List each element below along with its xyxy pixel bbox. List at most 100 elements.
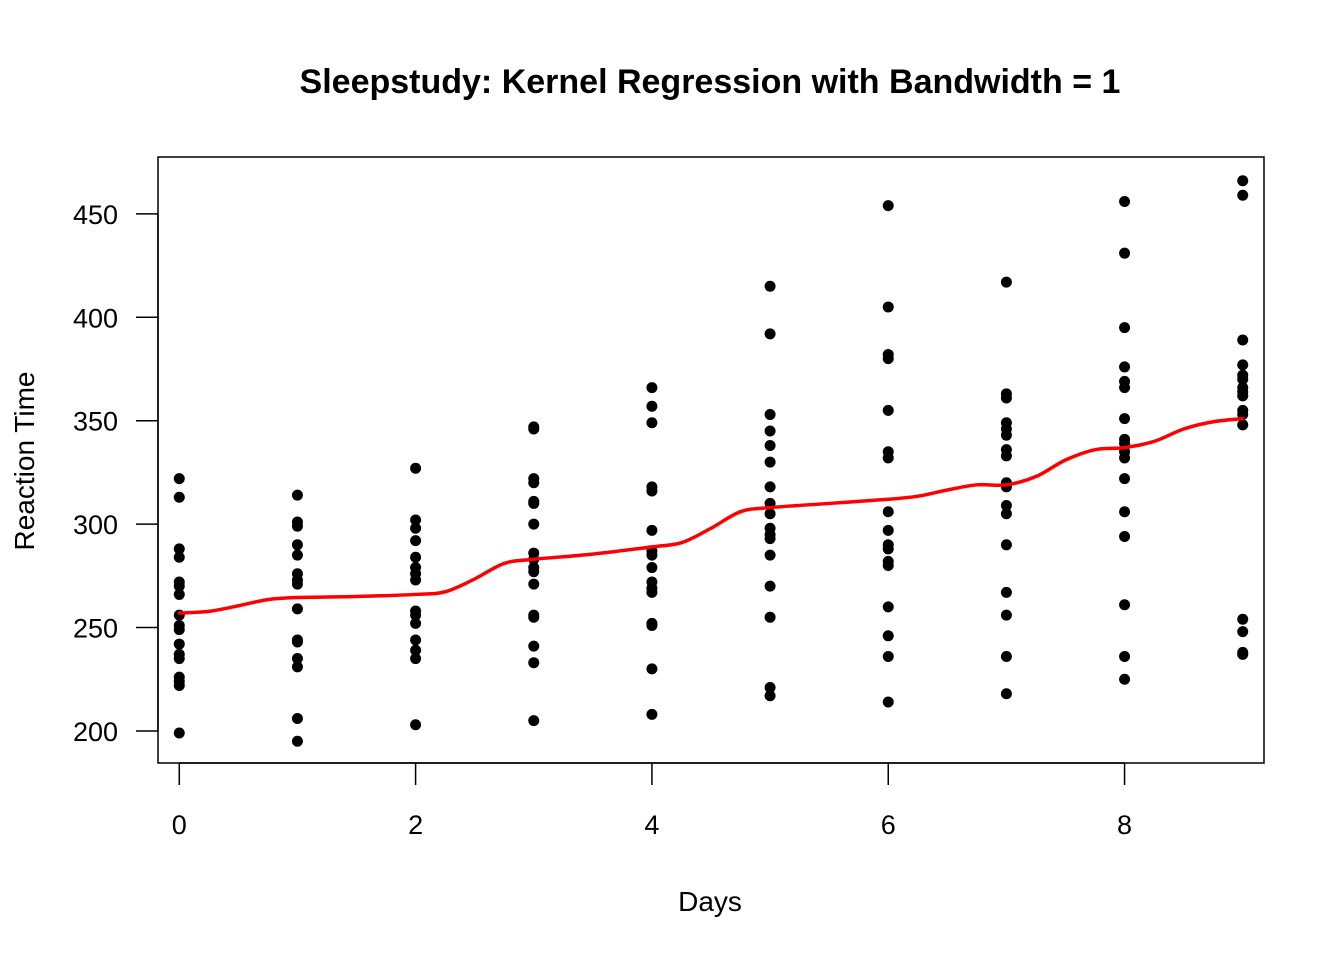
x-tick-label: 4	[644, 810, 659, 840]
data-point	[882, 506, 894, 518]
data-point	[410, 609, 422, 621]
data-point	[764, 533, 776, 545]
data-point	[882, 452, 894, 464]
data-point	[1237, 189, 1249, 201]
data-point	[528, 578, 540, 590]
data-point	[410, 551, 422, 563]
data-point	[410, 462, 422, 474]
data-point	[528, 423, 540, 435]
data-point	[1119, 247, 1131, 259]
data-point	[1237, 373, 1249, 385]
data-point	[1119, 322, 1131, 334]
y-tick-label: 450	[73, 200, 118, 230]
data-point	[882, 200, 894, 212]
data-point	[1237, 419, 1249, 431]
data-point	[882, 404, 894, 416]
data-point	[291, 520, 303, 532]
data-point	[410, 644, 422, 656]
data-point	[764, 682, 776, 694]
data-point	[764, 481, 776, 493]
data-point	[1119, 382, 1131, 394]
data-point	[291, 539, 303, 551]
data-point	[1000, 609, 1012, 621]
data-point	[173, 727, 185, 739]
data-point	[410, 617, 422, 629]
x-tick-label: 2	[408, 810, 423, 840]
data-point	[1000, 539, 1012, 551]
data-point	[646, 549, 658, 561]
data-point	[291, 603, 303, 615]
data-point	[291, 578, 303, 590]
data-point	[882, 650, 894, 662]
data-point	[528, 640, 540, 652]
y-tick-label: 400	[73, 303, 118, 333]
data-point	[291, 636, 303, 648]
data-point	[528, 611, 540, 623]
data-point	[646, 663, 658, 675]
data-point	[764, 425, 776, 437]
data-point	[173, 624, 185, 636]
data-point	[1119, 473, 1131, 485]
data-point	[1237, 390, 1249, 402]
data-point	[1000, 688, 1012, 700]
x-tick-label: 6	[881, 810, 896, 840]
data-point	[1000, 392, 1012, 404]
data-point	[173, 638, 185, 650]
data-point	[764, 456, 776, 468]
data-point	[1237, 648, 1249, 660]
data-point	[410, 574, 422, 586]
data-point	[882, 353, 894, 365]
data-point	[291, 735, 303, 747]
data-point	[1237, 626, 1249, 638]
data-point	[528, 518, 540, 530]
data-point	[410, 514, 422, 526]
data-point	[173, 679, 185, 691]
data-point	[882, 601, 894, 613]
x-tick-label: 8	[1117, 810, 1132, 840]
data-point	[646, 400, 658, 412]
data-point	[1119, 361, 1131, 373]
data-point	[528, 657, 540, 669]
data-point	[1000, 650, 1012, 662]
data-point	[528, 497, 540, 509]
data-point	[1237, 334, 1249, 346]
data-point	[764, 549, 776, 561]
data-point	[410, 522, 422, 534]
data-point	[1119, 650, 1131, 662]
data-point	[882, 524, 894, 536]
y-tick-label: 350	[73, 407, 118, 437]
data-point	[646, 708, 658, 720]
data-point	[173, 551, 185, 563]
data-point	[1000, 429, 1012, 441]
data-point	[764, 508, 776, 520]
data-point	[1000, 508, 1012, 520]
data-point	[291, 653, 303, 665]
data-point	[646, 619, 658, 631]
y-axis: 200 250 300 350 400 450	[73, 200, 159, 747]
data-point	[291, 661, 303, 673]
data-point	[410, 653, 422, 665]
y-tick-label: 200	[73, 717, 118, 747]
data-point	[1119, 531, 1131, 543]
data-point	[1237, 613, 1249, 625]
chart-title: Sleepstudy: Kernel Regression with Bandw…	[300, 63, 1121, 101]
data-point	[882, 301, 894, 313]
data-point	[1119, 599, 1131, 611]
data-point	[173, 653, 185, 665]
plot-frame	[157, 156, 1265, 764]
data-point	[528, 477, 540, 489]
data-point	[882, 543, 894, 555]
x-axis: 0 2 4 6 8	[172, 762, 1132, 840]
data-point	[882, 696, 894, 708]
regression-curve-layer	[177, 416, 1245, 615]
data-point	[1119, 673, 1131, 685]
data-point	[764, 690, 776, 702]
data-point	[882, 559, 894, 571]
data-point	[173, 580, 185, 592]
data-point	[1119, 506, 1131, 518]
data-point	[528, 715, 540, 727]
data-point	[764, 328, 776, 340]
data-point	[1000, 450, 1012, 462]
data-point	[882, 630, 894, 642]
